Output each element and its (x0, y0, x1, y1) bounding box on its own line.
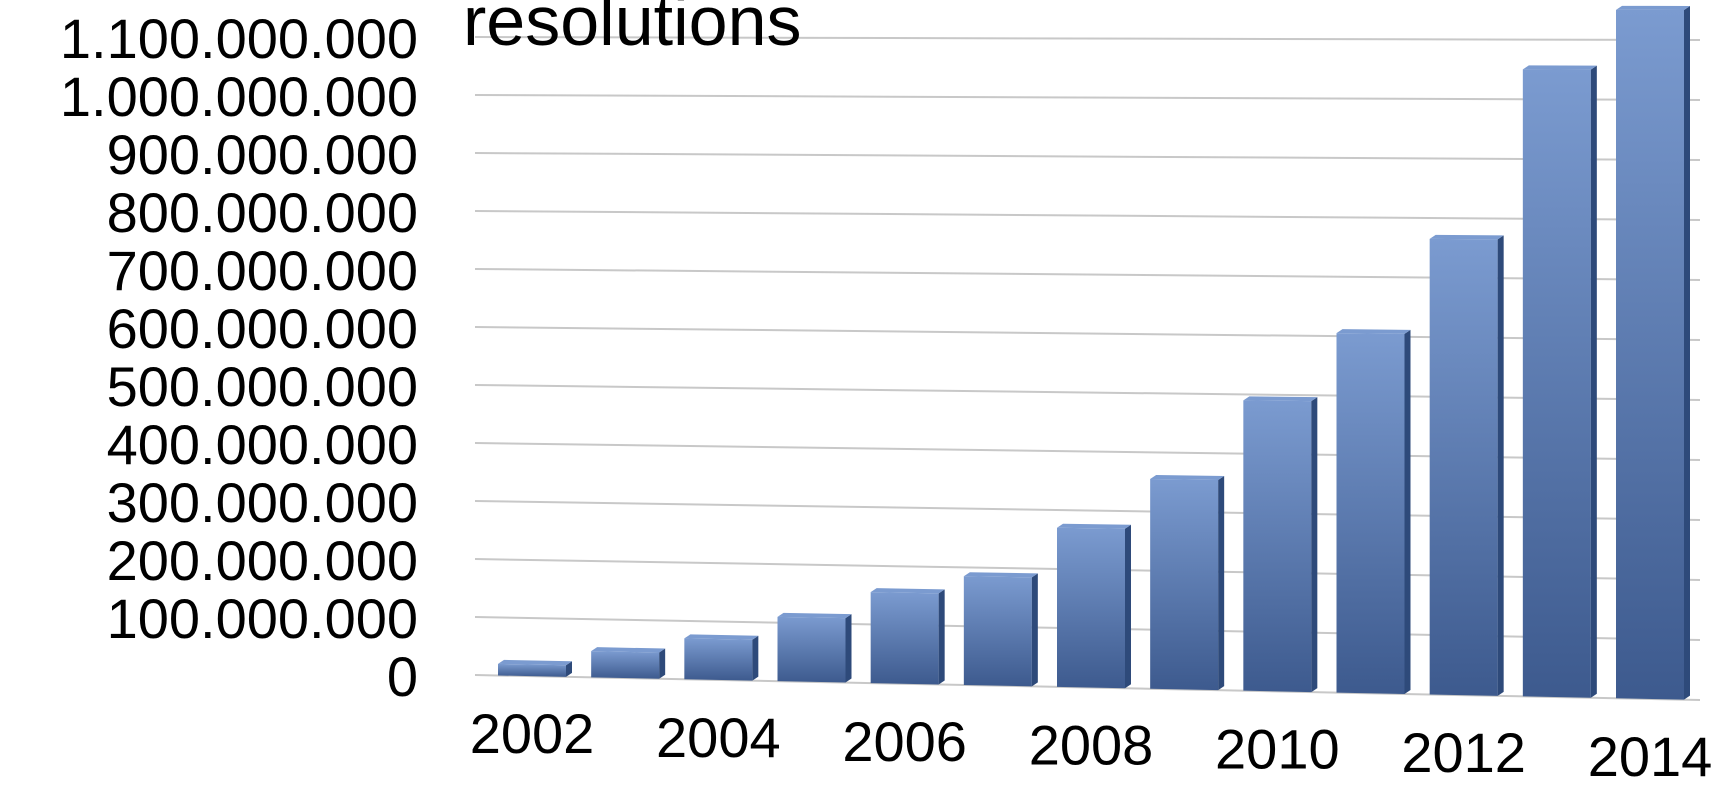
bar-top (1057, 523, 1131, 529)
gridlines (474, 36, 1701, 701)
bar-side (659, 648, 666, 679)
x-tick-label: 2006 (842, 710, 967, 773)
y-tick-label: 1.100.000.000 (60, 7, 418, 70)
bar (1336, 329, 1411, 694)
y-tick-label: 400.000.000 (107, 413, 418, 476)
bar-top (1336, 329, 1411, 334)
gridline (474, 210, 1701, 221)
bar-side (845, 614, 852, 683)
x-tick-label: 2010 (1215, 717, 1340, 780)
bar (591, 647, 666, 679)
bar-side (752, 635, 759, 681)
bar-side (566, 661, 572, 677)
bar-front (963, 576, 1032, 687)
bar-top (777, 612, 852, 619)
bar-top (1150, 474, 1225, 480)
bar-top (1429, 234, 1504, 240)
bar-side (1684, 5, 1690, 700)
y-tick-label: 100.000.000 (107, 587, 418, 650)
bars (498, 5, 1690, 700)
x-tick-label: 2004 (656, 706, 781, 769)
bar-side (1497, 235, 1504, 696)
y-tick-label: 900.000.000 (107, 123, 418, 186)
bar-top (1522, 65, 1597, 70)
bar (963, 572, 1038, 687)
bar (870, 588, 945, 685)
bar (1057, 523, 1131, 689)
bar (684, 634, 759, 681)
y-tick-label: 0 (387, 645, 418, 708)
bar-front (1522, 69, 1591, 698)
bar-front (684, 638, 753, 681)
bar-top (963, 572, 1038, 578)
chart-title: resolutions (463, 0, 802, 60)
bar-front (591, 651, 660, 679)
bar-top (591, 647, 666, 653)
bar-front (1243, 400, 1312, 693)
bar-side (1031, 573, 1038, 687)
bar-top (870, 588, 945, 594)
bar-front (870, 592, 939, 685)
bar-side (938, 589, 945, 685)
bar-side (1125, 524, 1131, 689)
bar-top (1616, 5, 1690, 10)
y-tick-label: 200.000.000 (107, 529, 418, 592)
bar-top (684, 634, 759, 640)
gridline (474, 442, 1701, 461)
bar-side (1404, 329, 1411, 694)
y-tick-label: 800.000.000 (107, 181, 418, 244)
bar-top (1243, 396, 1318, 402)
bar (498, 659, 572, 677)
bar-front (1057, 527, 1125, 689)
y-tick-label: 300.000.000 (107, 471, 418, 534)
gridline (474, 500, 1701, 521)
y-tick-label: 700.000.000 (107, 239, 418, 302)
bar-side (1218, 475, 1225, 691)
x-tick-label: 2002 (470, 702, 595, 765)
bar-side (1590, 65, 1597, 698)
bar-front (1429, 238, 1498, 696)
gridline (474, 268, 1701, 281)
gridline (474, 94, 1701, 101)
bar (1616, 5, 1690, 700)
gridline (474, 152, 1701, 161)
x-axis-tick-labels: 2002 2004 2006 2008 2010 2012 2014 (470, 702, 1713, 788)
y-tick-label: 1.000.000.000 (60, 65, 418, 128)
bar-front (498, 663, 566, 677)
bar (1243, 396, 1318, 693)
bar (777, 612, 852, 683)
y-tick-label: 600.000.000 (107, 297, 418, 360)
bar-top (498, 659, 572, 666)
bar (1150, 474, 1225, 691)
y-axis-tick-labels: 0100.000.000200.000.000300.000.000400.00… (60, 7, 418, 708)
y-tick-label: 500.000.000 (107, 355, 418, 418)
bar-front (777, 616, 846, 683)
x-tick-label: 2012 (1401, 721, 1526, 784)
bar-side (1311, 397, 1318, 693)
gridline (474, 384, 1701, 401)
bar (1522, 65, 1597, 698)
bar-front (1616, 9, 1684, 700)
gridline (474, 326, 1701, 341)
x-tick-label: 2014 (1588, 725, 1713, 788)
gridline (474, 36, 1701, 41)
x-tick-label: 2008 (1029, 714, 1154, 777)
bar (1429, 234, 1504, 696)
bar-front (1336, 333, 1405, 694)
bar-front (1150, 478, 1219, 691)
